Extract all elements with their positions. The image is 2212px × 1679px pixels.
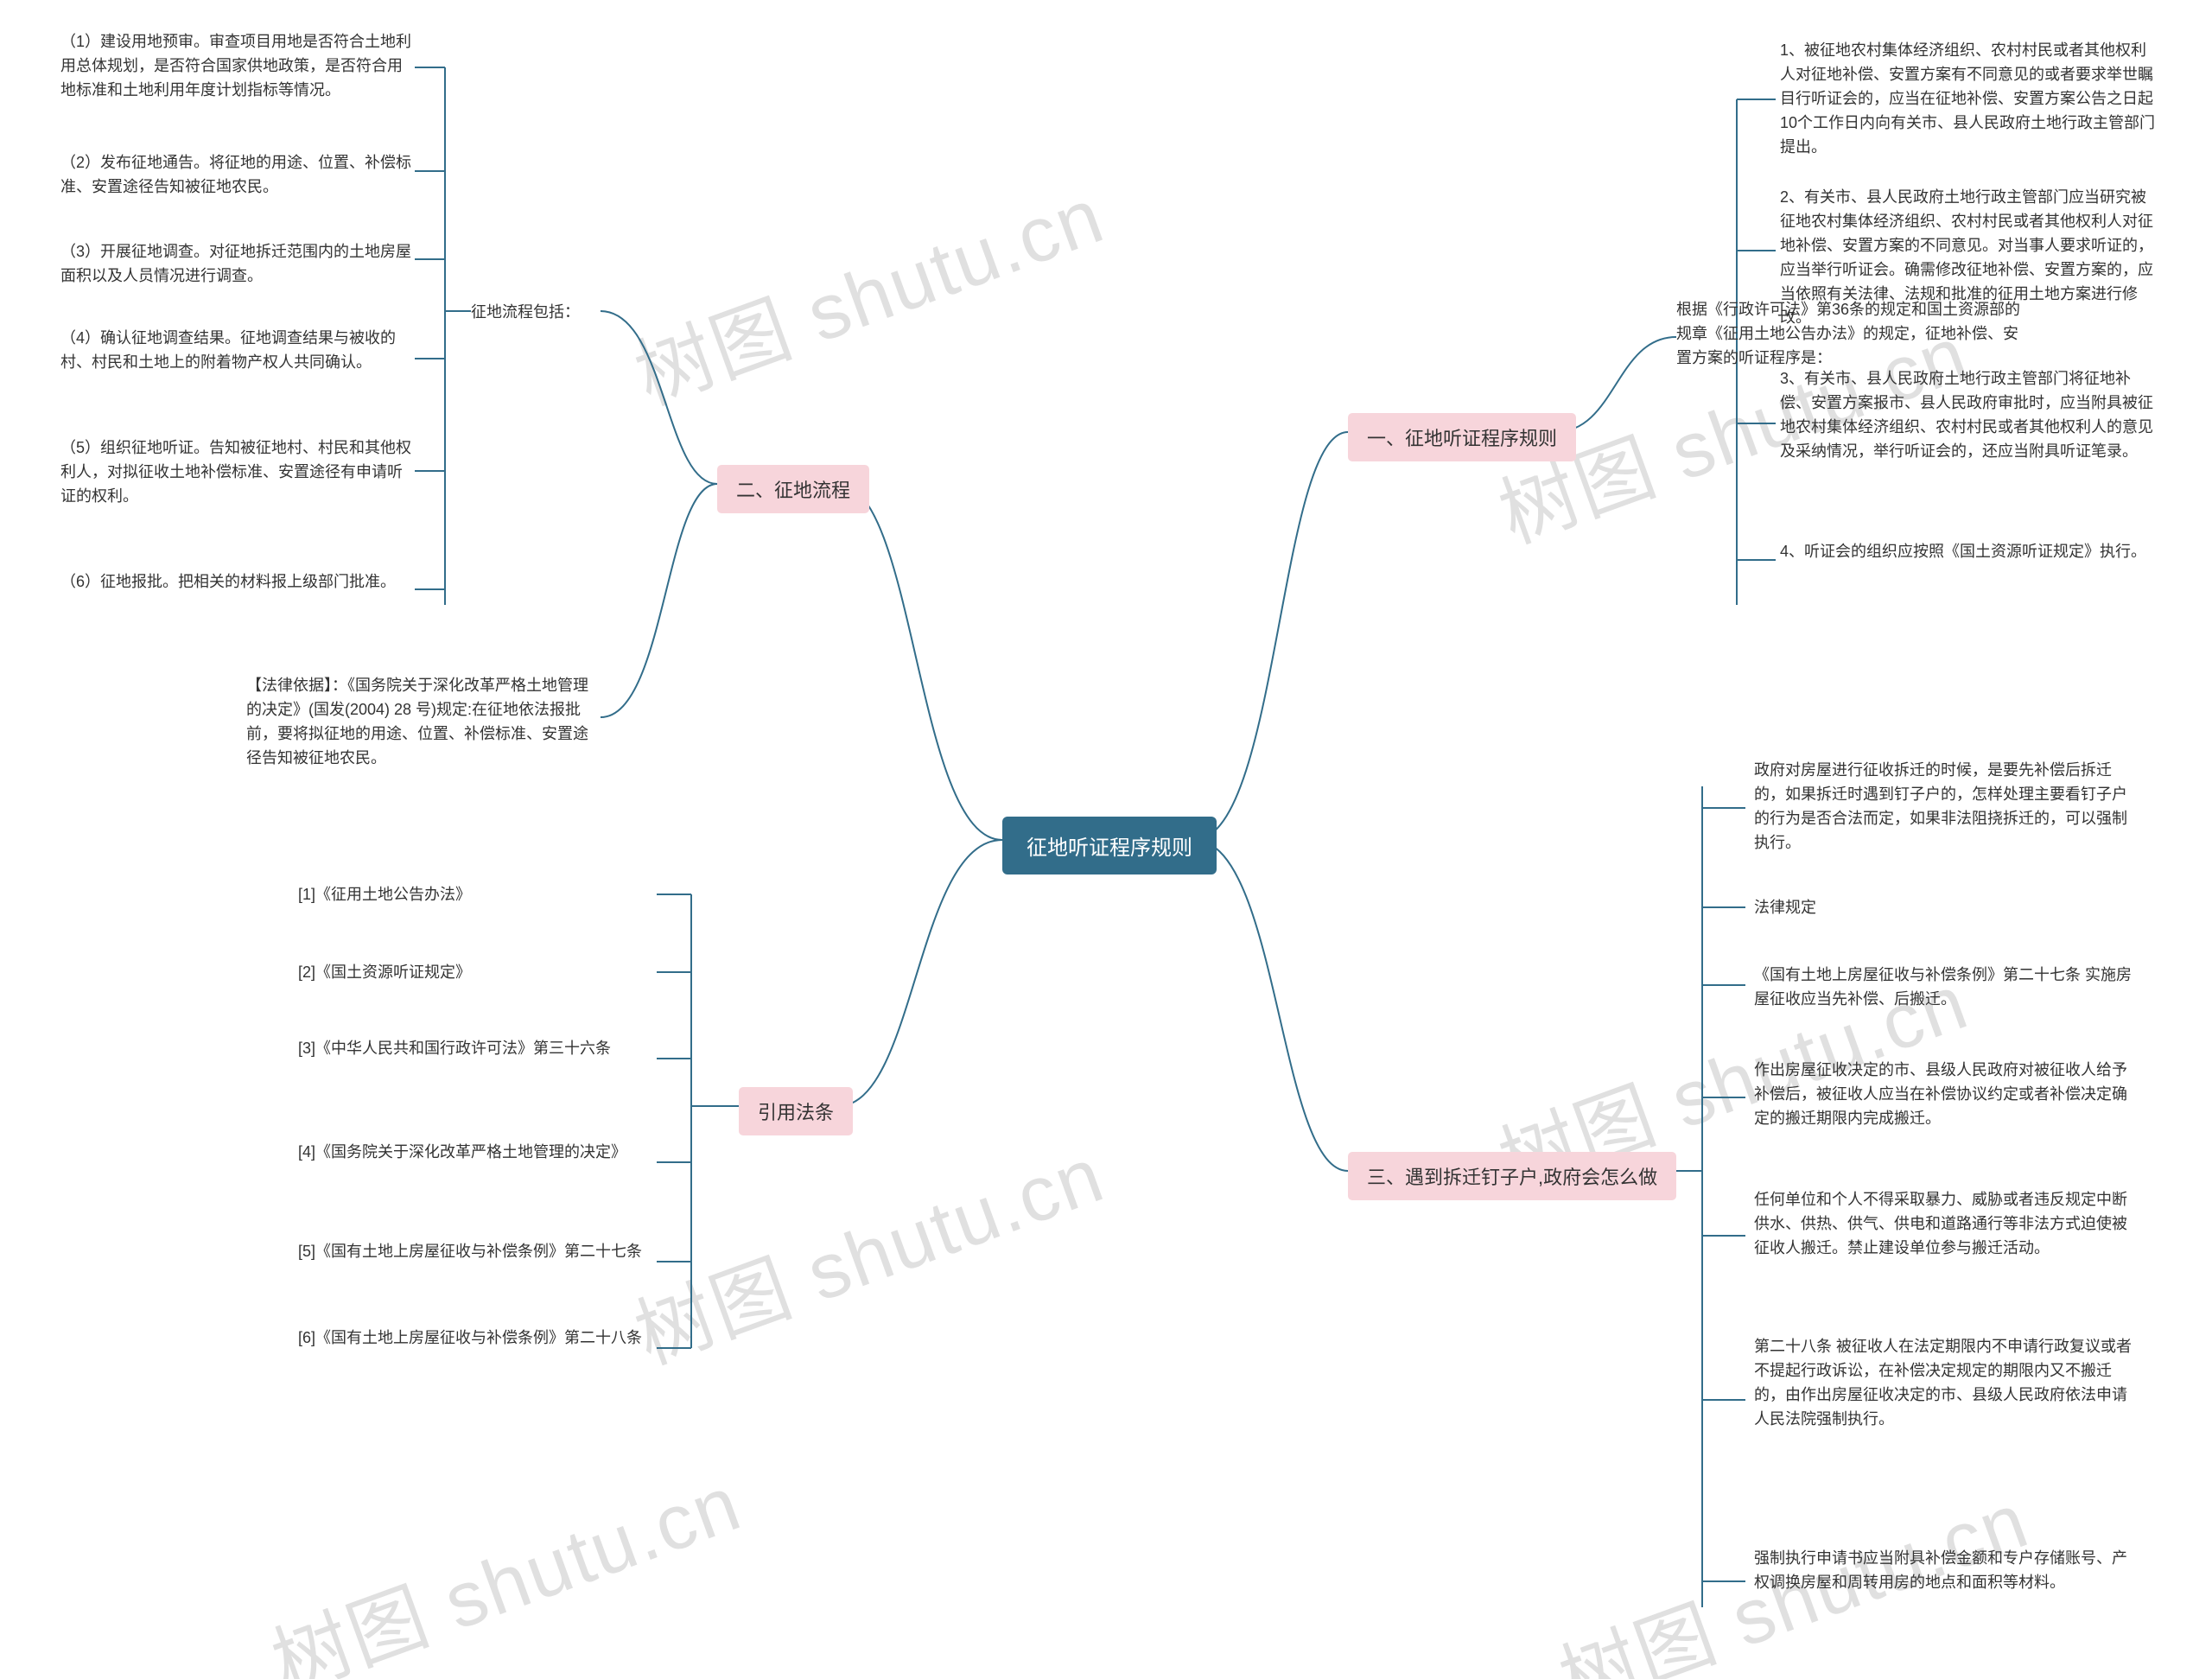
branch2-item-6: （6）征地报批。把相关的材料报上级部门批准。 [60,570,415,595]
branch1-item-3: 3、有关市、县人民政府土地行政主管部门将征地补偿、安置方案报市、县人民政府审批时… [1780,367,2160,464]
branch2-legal: 【法律依据】：《国务院关于深化改革严格土地管理的决定》(国发(2004) 28 … [246,674,601,771]
branch2-item-1: （1）建设用地预审。审查项目用地是否符合土地利用总体规划，是否符合国家供地政策，… [60,30,415,103]
branch2-item-4: （4）确认征地调查结果。征地调查结果与被收的村、村民和土地上的附着物产权人共同确… [60,327,415,375]
branch3-item-3: 《国有土地上房屋征收与补偿条例》第二十七条 实施房屋征收应当先补偿、后搬迁。 [1754,964,2134,1012]
branch-hearing-rules: 一、征地听证程序规则 [1348,413,1576,461]
branch4-item-2: [2]《国土资源听证规定》 [298,961,652,985]
branch-process: 二、征地流程 [717,465,869,513]
root-node: 征地听证程序规则 [1002,817,1217,874]
branch4-item-1: [1]《征用土地公告办法》 [298,883,652,907]
branch4-item-5: [5]《国有土地上房屋征收与补偿条例》第二十七条 [298,1240,652,1264]
branch3-item-4: 作出房屋征收决定的市、县级人民政府对被征收人给予补偿后，被征收人应当在补偿协议约… [1754,1059,2134,1131]
branch1-item-2: 2、有关市、县人民政府土地行政主管部门应当研究被征地农村集体经济组织、农村村民或… [1780,186,2160,330]
watermark: 树图 shutu.cn [255,1441,753,1679]
branch4-item-4: [4]《国务院关于深化改革严格土地管理的决定》 [298,1141,652,1165]
branch2-item-2: （2）发布征地通告。将征地的用途、位置、补偿标准、安置途径告知被征地农民。 [60,151,415,200]
branch3-item-5: 任何单位和个人不得采取暴力、威胁或者违反规定中断供水、供热、供气、供电和道路通行… [1754,1188,2134,1261]
branch3-item-1: 政府对房屋进行征收拆迁的时候，是要先补偿后拆迁的，如果拆迁时遇到钉子户的，怎样处… [1754,759,2134,855]
branch3-item-7: 强制执行申请书应当附具补偿金额和专户存储账号、产权调换房屋和周转用房的地点和面积… [1754,1547,2134,1595]
branch1-item-4: 4、听证会的组织应按照《国土资源听证规定》执行。 [1780,540,2160,564]
branch4-item-6: [6]《国有土地上房屋征收与补偿条例》第二十八条 [298,1326,652,1351]
branch4-item-3: [3]《中华人民共和国行政许可法》第三十六条 [298,1037,652,1061]
branch3-item-6: 第二十八条 被征收人在法定期限内不申请行政复议或者不提起行政诉讼，在补偿决定规定… [1754,1335,2134,1432]
branch1-item-1: 1、被征地农村集体经济组织、农村村民或者其他权利人对征地补偿、安置方案有不同意见… [1780,39,2160,159]
branch2-item-3: （3）开展征地调查。对征地拆迁范围内的土地房屋面积以及人员情况进行调查。 [60,240,415,289]
branch-cited-laws: 引用法条 [739,1087,853,1135]
watermark: 树图 shutu.cn [618,153,1116,426]
branch-nail-household: 三、遇到拆迁钉子户,政府会怎么做 [1348,1152,1676,1200]
watermark: 树图 shutu.cn [618,1112,1116,1385]
branch2-item-5: （5）组织征地听证。告知被征地村、村民和其他权利人，对拟征收土地补偿标准、安置途… [60,436,415,509]
branch2-sublabel: 征地流程包括： [471,301,601,325]
branch3-item-2: 法律规定 [1754,896,2134,920]
